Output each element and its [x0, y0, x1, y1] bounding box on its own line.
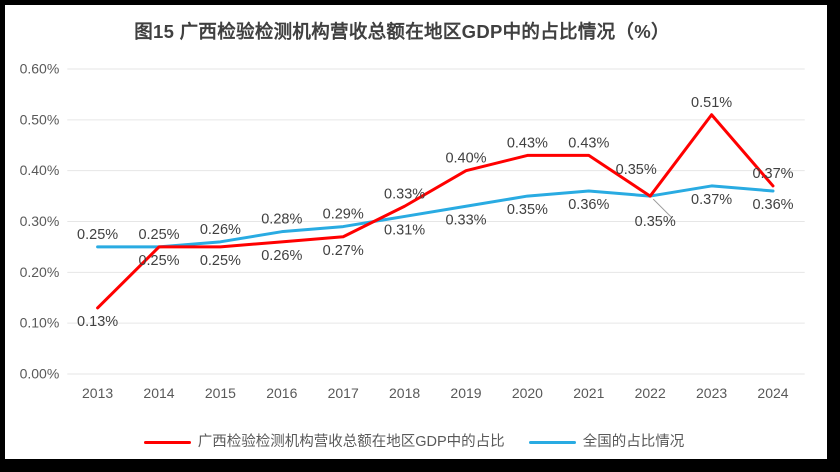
svg-text:0.51%: 0.51% — [691, 95, 732, 111]
svg-text:2019: 2019 — [450, 385, 481, 401]
svg-text:0.33%: 0.33% — [445, 212, 486, 228]
svg-text:0.33%: 0.33% — [384, 186, 425, 202]
svg-text:2015: 2015 — [205, 385, 236, 401]
svg-text:0.60%: 0.60% — [20, 61, 60, 77]
svg-text:0.29%: 0.29% — [323, 207, 364, 223]
svg-text:2024: 2024 — [757, 385, 788, 401]
svg-text:0.35%: 0.35% — [635, 214, 676, 230]
svg-text:2018: 2018 — [389, 385, 420, 401]
svg-text:0.00%: 0.00% — [20, 366, 60, 382]
svg-text:0.35%: 0.35% — [616, 162, 657, 178]
svg-text:2016: 2016 — [266, 385, 297, 401]
svg-text:0.40%: 0.40% — [445, 151, 486, 167]
svg-text:0.28%: 0.28% — [261, 212, 302, 228]
svg-text:0.26%: 0.26% — [261, 248, 302, 264]
svg-text:0.25%: 0.25% — [77, 227, 118, 243]
svg-text:0.40%: 0.40% — [20, 162, 60, 178]
svg-text:2021: 2021 — [573, 385, 604, 401]
svg-text:0.37%: 0.37% — [752, 166, 793, 182]
svg-text:0.36%: 0.36% — [752, 197, 793, 213]
svg-text:0.26%: 0.26% — [200, 222, 241, 238]
svg-text:0.25%: 0.25% — [138, 253, 179, 269]
svg-text:0.25%: 0.25% — [138, 227, 179, 243]
svg-text:0.10%: 0.10% — [20, 315, 60, 331]
svg-text:0.13%: 0.13% — [77, 314, 118, 330]
svg-text:2017: 2017 — [328, 385, 359, 401]
svg-text:0.35%: 0.35% — [507, 202, 548, 218]
svg-text:0.27%: 0.27% — [323, 243, 364, 259]
svg-text:2020: 2020 — [512, 385, 543, 401]
svg-text:0.31%: 0.31% — [384, 222, 425, 238]
svg-text:2013: 2013 — [82, 385, 113, 401]
svg-text:0.36%: 0.36% — [568, 197, 609, 213]
svg-text:0.30%: 0.30% — [20, 213, 60, 229]
svg-text:2014: 2014 — [143, 385, 174, 401]
svg-text:0.25%: 0.25% — [200, 253, 241, 269]
svg-text:2022: 2022 — [635, 385, 666, 401]
svg-text:2023: 2023 — [696, 385, 727, 401]
svg-text:0.43%: 0.43% — [568, 135, 609, 151]
svg-text:0.20%: 0.20% — [20, 264, 60, 280]
svg-text:0.50%: 0.50% — [20, 111, 60, 127]
svg-text:0.37%: 0.37% — [691, 192, 732, 208]
svg-text:0.43%: 0.43% — [507, 135, 548, 151]
